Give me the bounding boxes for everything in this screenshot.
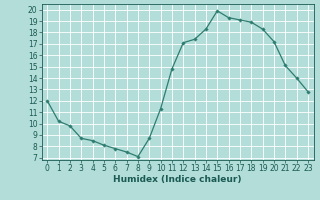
X-axis label: Humidex (Indice chaleur): Humidex (Indice chaleur) [113, 175, 242, 184]
